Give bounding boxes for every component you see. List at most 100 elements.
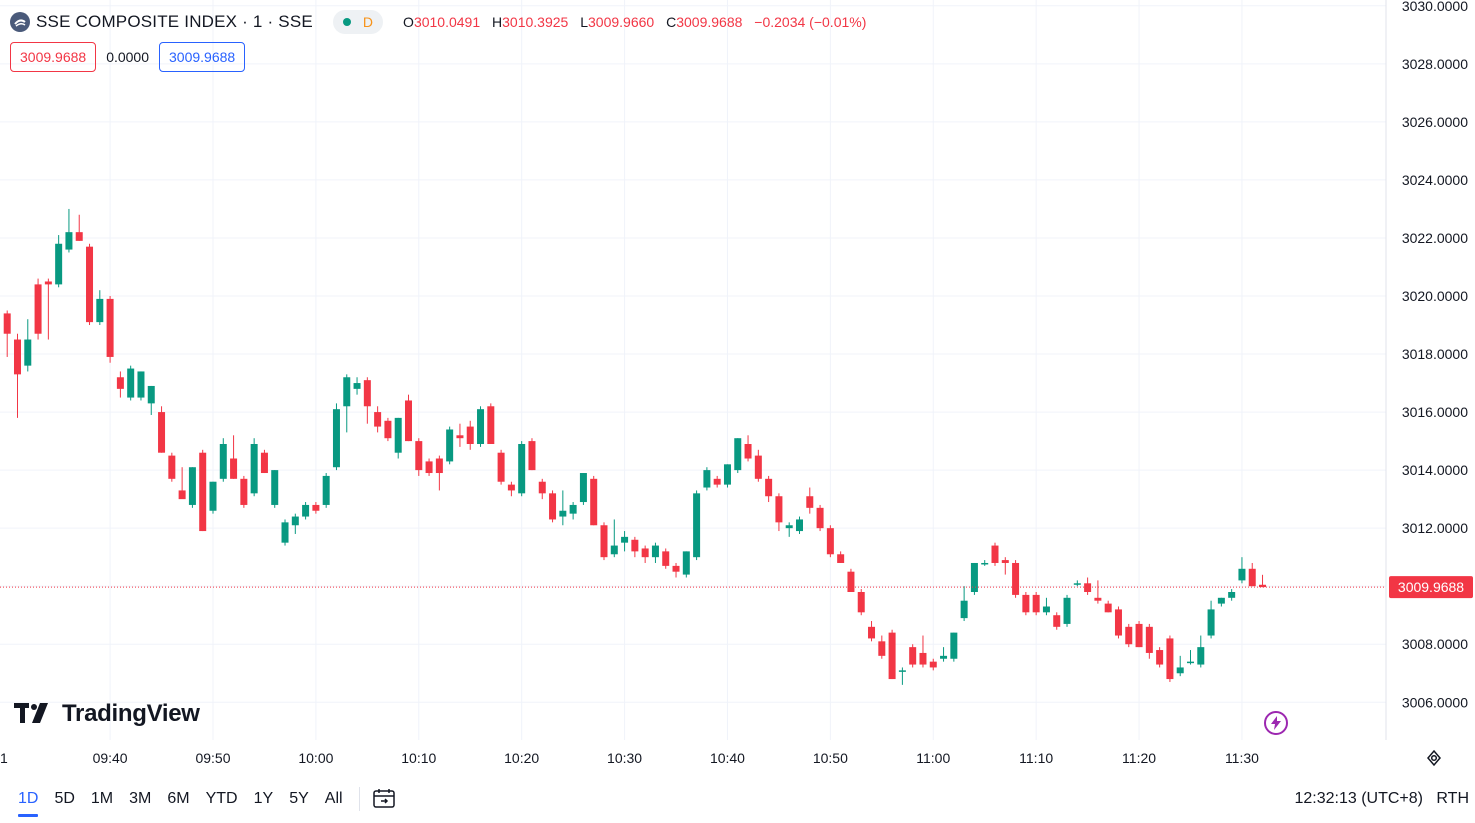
candle	[404, 394, 412, 442]
lightning-icon[interactable]	[1264, 711, 1288, 735]
candle	[435, 455, 443, 491]
time-axis[interactable]: 31 09:40 09:50 10:00 10:10 10:20 10:30 10:40 10:…	[0, 750, 1259, 766]
time-zone-clock[interactable]: 12:32:13 (UTC+8)	[1294, 790, 1423, 807]
candle-body	[219, 444, 227, 479]
candle	[1094, 580, 1102, 604]
range-button-ytd[interactable]: YTD	[205, 790, 238, 807]
range-button-1d[interactable]: 1D	[10, 783, 46, 817]
candle-body	[96, 298, 104, 323]
price-axis[interactable]: 3006.00003008.00003010.00003012.00003014…	[1402, 0, 1468, 710]
x-tick-label: 10:10	[401, 750, 436, 766]
candle	[106, 296, 114, 363]
y-tick-label: 3008.0000	[1402, 636, 1468, 652]
candle-body	[950, 632, 958, 659]
close-value: 3009.9688	[676, 14, 743, 30]
symbol-title[interactable]: SSE COMPOSITE INDEX · 1 · SSE	[36, 12, 313, 31]
tradingview-watermark[interactable]: TradingView	[14, 700, 200, 728]
range-button-all[interactable]: All	[324, 790, 343, 807]
market-open-dot	[342, 18, 351, 26]
change-value: −0.2034 (−0.01%)	[754, 14, 867, 30]
candle	[1032, 592, 1040, 616]
x-tick-label: 10:50	[813, 750, 848, 766]
candle-body	[847, 571, 855, 592]
candle	[1166, 635, 1174, 682]
candle-body	[487, 406, 495, 444]
candle	[147, 385, 155, 415]
candle	[651, 542, 659, 563]
candle	[713, 475, 721, 488]
candle-body	[703, 470, 711, 488]
y-tick-label: 3026.0000	[1402, 114, 1468, 130]
sell-price-box[interactable]: 3009.9688	[10, 42, 97, 72]
candle	[981, 560, 989, 566]
candle-body	[1125, 626, 1133, 645]
gear-icon[interactable]	[1424, 748, 1444, 768]
range-button-5d[interactable]: 5D	[54, 790, 75, 807]
candle-body	[898, 670, 906, 672]
candle	[1135, 621, 1143, 648]
market-status-pill[interactable]: D	[332, 10, 384, 34]
candle-body	[1228, 592, 1236, 598]
candle-body	[940, 655, 948, 659]
candle-body	[178, 490, 186, 500]
candle	[621, 531, 629, 552]
candle-body	[662, 551, 670, 566]
candle-body	[1186, 661, 1194, 664]
candle-body	[559, 510, 567, 517]
range-button-1m[interactable]: 1M	[90, 790, 114, 807]
candle	[240, 475, 248, 508]
candle-body	[538, 481, 546, 494]
candle	[3, 310, 11, 357]
session-button[interactable]: RTH	[1436, 790, 1469, 807]
candle	[343, 374, 351, 433]
candle-body	[343, 377, 351, 407]
candle-body	[250, 444, 258, 494]
candle-body	[13, 339, 21, 375]
candle-body	[209, 481, 217, 511]
candle-body	[24, 339, 32, 366]
candle-body	[1084, 583, 1092, 592]
candle-body	[795, 519, 803, 532]
candle	[919, 635, 927, 668]
candle	[322, 473, 330, 508]
buy-price-box[interactable]: 3009.9688	[159, 42, 246, 72]
candle	[744, 435, 752, 462]
candle	[34, 278, 42, 340]
candle-body	[765, 478, 773, 497]
candle	[785, 522, 793, 537]
candle	[1176, 655, 1184, 677]
range-button-6m[interactable]: 6M	[167, 790, 190, 807]
candle	[384, 417, 392, 442]
candle	[302, 502, 310, 520]
range-button-5y[interactable]: 5Y	[289, 790, 309, 807]
candle	[219, 438, 227, 482]
bid-ask-row: 3009.9688 0.0000 3009.9688	[10, 42, 246, 72]
candle	[230, 435, 238, 479]
x-tick-label: 11:00	[916, 750, 950, 766]
range-button-3m[interactable]: 3M	[129, 790, 152, 807]
candle-body	[816, 507, 824, 529]
x-tick-label: 11:20	[1122, 750, 1156, 766]
candle-body	[631, 539, 639, 552]
candle	[970, 562, 978, 595]
candle-body	[1042, 606, 1050, 613]
candle	[44, 278, 52, 340]
candle	[1186, 650, 1194, 665]
candle	[271, 470, 279, 508]
calendar-goto-icon[interactable]	[370, 785, 398, 813]
candle-body	[857, 592, 865, 613]
tradingview-wordmark: TradingView	[62, 700, 200, 727]
x-tick-label: 10:30	[607, 750, 642, 766]
range-button-1y[interactable]: 1Y	[253, 790, 274, 807]
candle-body	[302, 504, 310, 517]
candle	[1053, 612, 1061, 630]
candle	[857, 589, 865, 616]
spread-value: 0.0000	[106, 49, 150, 65]
candle	[795, 516, 803, 534]
x-tick-label: 10:20	[504, 750, 539, 766]
candle-body	[456, 435, 464, 439]
candle-body	[116, 377, 124, 389]
candle	[754, 449, 762, 482]
candle-body	[723, 464, 731, 485]
